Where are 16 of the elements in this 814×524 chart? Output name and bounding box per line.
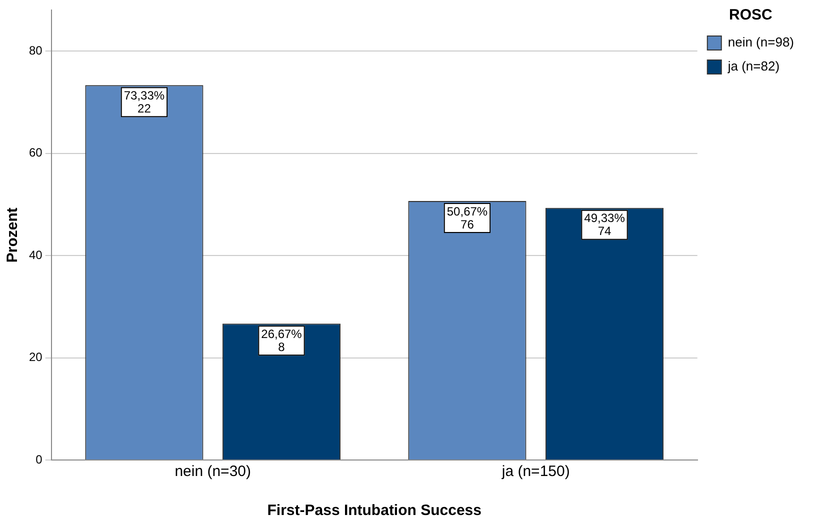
legend-label: nein (n=98) [728,34,794,50]
y-tick-label: 0 [36,452,43,466]
data-label: 73,33% 22 [124,88,165,116]
y-tick-label: 60 [28,146,43,160]
data-label: 50,67% 76 [446,204,488,232]
y-axis-title: Prozent [4,208,22,263]
x-tick-label: nein (n=30) [174,463,252,480]
y-tick-label: 40 [28,248,43,262]
data-label: 49,33% 74 [584,211,626,238]
data-label: 26,67% 8 [261,326,302,354]
x-axis-title: First-Pass Intubation Success [267,502,482,520]
legend-title: ROSC [729,6,773,24]
y-tick-label: 80 [28,43,43,58]
y-tick-label: 20 [28,350,43,364]
x-tick-label: ja (n=150) [500,463,570,480]
legend-label: ja (n=82) [726,58,780,74]
